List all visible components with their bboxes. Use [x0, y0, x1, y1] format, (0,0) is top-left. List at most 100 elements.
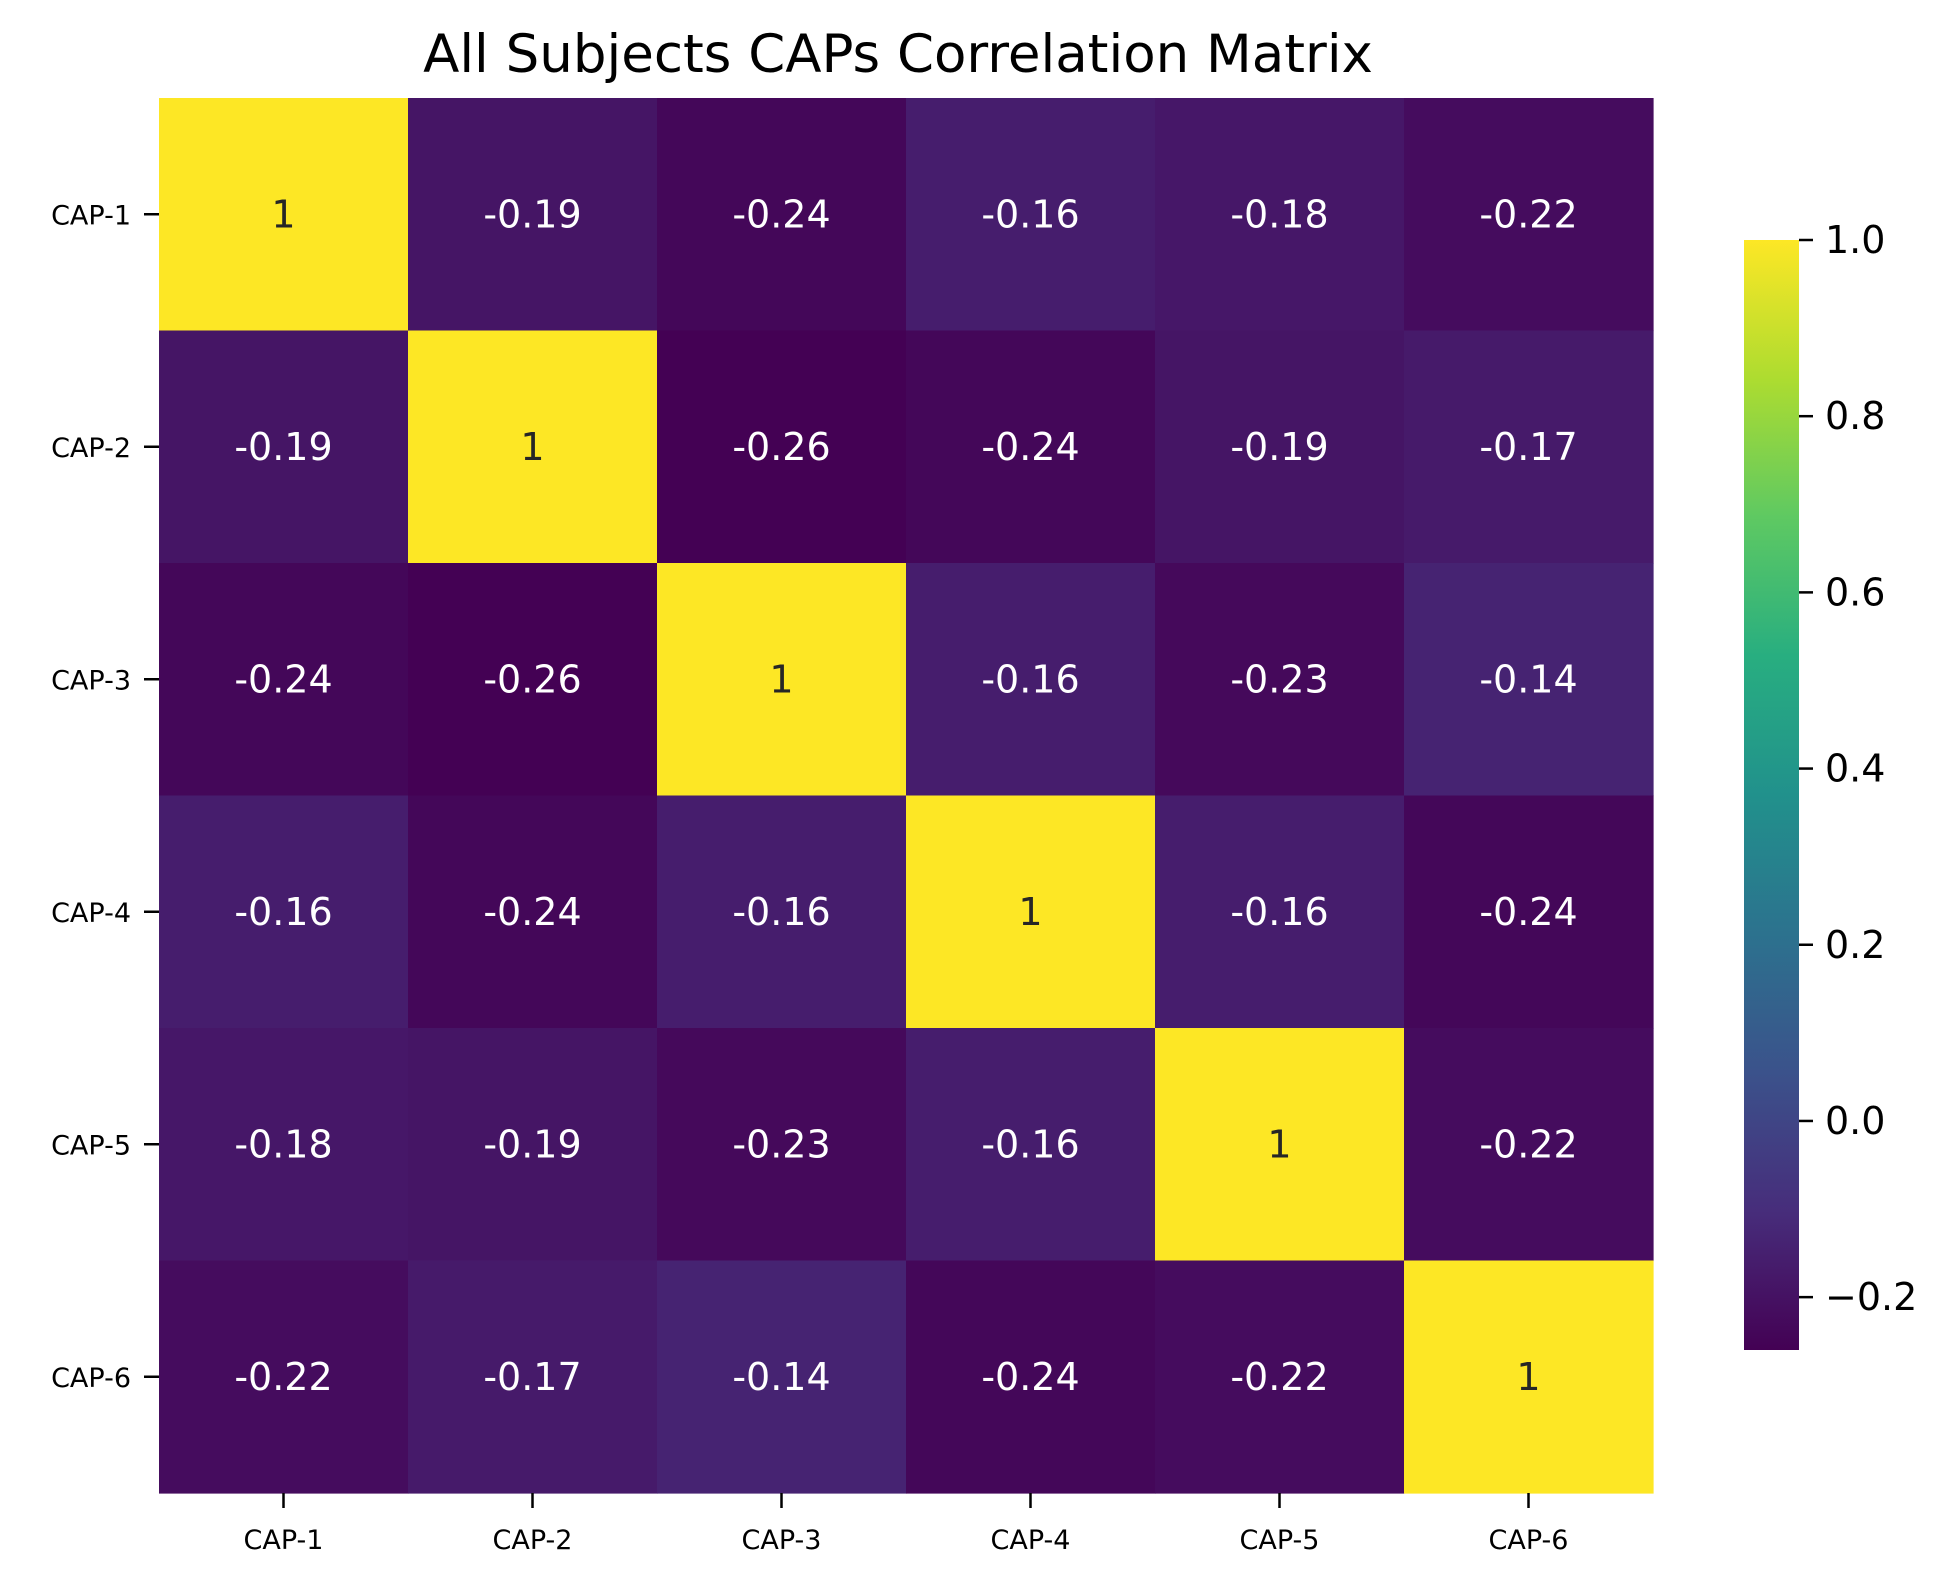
cell-annotation-r5-c3: -0.23 [732, 1122, 830, 1166]
cell-annotation-r1-c6: -0.22 [1479, 192, 1577, 236]
heatmap-cell-r1-c2 [408, 98, 658, 332]
heatmap-cell-r5-c1 [159, 1028, 409, 1262]
heatmap-cell-r2-c5 [1155, 330, 1405, 564]
x-tick-label-1: CAP-1 [244, 1525, 324, 1556]
cell-annotation-r2-c5: -0.19 [1230, 425, 1328, 469]
heatmap-cell-r3-c2 [408, 563, 658, 797]
cell-annotation-r3-c4: -0.16 [981, 657, 1079, 701]
x-tick-label-4: CAP-4 [991, 1525, 1071, 1556]
cell-annotation-r5-c1: -0.18 [234, 1122, 332, 1166]
heatmap-cell-r6-c1 [159, 1260, 409, 1494]
cell-annotation-r1-c4: -0.16 [981, 192, 1079, 236]
cell-annotation-r4-c5: -0.16 [1230, 890, 1328, 934]
heatmap-cell-r6-c2 [408, 1260, 658, 1494]
cell-annotation-r3-c6: -0.14 [1479, 657, 1577, 701]
cell-annotation-r6-c6: 1 [1516, 1355, 1540, 1399]
heatmap-cell-r5-c3 [657, 1028, 907, 1262]
cell-annotation-r1-c1: 1 [271, 192, 295, 236]
x-axis: CAP-1 CAP-2 CAP-3 CAP-4 CAP-5 CAP-6 [244, 1493, 1569, 1556]
heatmap-cell-r6-c4 [906, 1260, 1156, 1494]
heatmap-cell-r2-c2 [408, 330, 658, 564]
x-tick-label-3: CAP-3 [742, 1525, 822, 1556]
heatmap-cell-r4-c2 [408, 795, 658, 1029]
heatmap-cell-r1-c1 [159, 98, 409, 332]
cell-annotation-r2-c1: -0.19 [234, 425, 332, 469]
y-tick-label-1: CAP-1 [51, 200, 131, 231]
cell-annotation-r4-c2: -0.24 [483, 890, 581, 934]
cell-annotation-r4-c1: -0.16 [234, 890, 332, 934]
colorbar-gradient [1744, 240, 1799, 1350]
cell-annotation-r3-c3: 1 [769, 657, 793, 701]
cell-annotation-r3-c5: -0.23 [1230, 657, 1328, 701]
cell-annotation-r6-c1: -0.22 [234, 1355, 332, 1399]
chart-title: All Subjects CAPs Correlation Matrix [423, 24, 1373, 85]
cell-annotation-r1-c3: -0.24 [732, 192, 830, 236]
heatmap-cell-r1-c4 [906, 98, 1156, 332]
colorbar-tick-label-7: −0.2 [1825, 1275, 1917, 1319]
cell-annotation-r2-c2: 1 [520, 425, 544, 469]
colorbar-tick-label-1: 1.0 [1825, 218, 1885, 262]
x-tick-label-5: CAP-5 [1240, 1525, 1320, 1556]
y-axis: CAP-1 CAP-2 CAP-3 CAP-4 CAP-5 CAP-6 [51, 200, 159, 1394]
y-tick-label-6: CAP-6 [51, 1363, 131, 1394]
heatmap-cell-r3-c6 [1404, 563, 1654, 797]
heatmap-cells [159, 98, 1654, 1494]
heatmap-cell-r5-c6 [1404, 1028, 1654, 1262]
heatmap-cell-r3-c4 [906, 563, 1156, 797]
cell-annotation-r4-c4: 1 [1018, 890, 1042, 934]
heatmap-cell-r4-c1 [159, 795, 409, 1029]
colorbar-tick-label-6: 0.0 [1825, 1099, 1885, 1143]
colorbar-tick-label-2: 0.8 [1825, 394, 1885, 438]
cell-annotation-r3-c1: -0.24 [234, 657, 332, 701]
cell-annotation-r6-c4: -0.24 [981, 1355, 1079, 1399]
cell-annotations: 1 -0.19 -0.24 -0.16 -0.18 -0.22 -0.19 1 -0.26 -0.… [234, 192, 1577, 1399]
cell-annotation-r5-c2: -0.19 [483, 1122, 581, 1166]
heatmap-cell-r2-c3 [657, 330, 907, 564]
cell-annotation-r2-c6: -0.17 [1479, 425, 1577, 469]
x-tick-label-6: CAP-6 [1489, 1525, 1569, 1556]
y-tick-label-2: CAP-2 [51, 433, 131, 464]
y-tick-label-3: CAP-3 [51, 665, 131, 696]
cell-annotation-r5-c6: -0.22 [1479, 1122, 1577, 1166]
heatmap-cell-r3-c3 [657, 563, 907, 797]
cell-annotation-r4-c3: -0.16 [732, 890, 830, 934]
cell-annotation-r1-c5: -0.18 [1230, 192, 1328, 236]
heatmap-cell-r3-c5 [1155, 563, 1405, 797]
cell-annotation-r4-c6: -0.24 [1479, 890, 1577, 934]
cell-annotation-r6-c3: -0.14 [732, 1355, 830, 1399]
heatmap-cell-r5-c2 [408, 1028, 658, 1262]
heatmap-cell-r3-c1 [159, 563, 409, 797]
heatmap-cell-r1-c5 [1155, 98, 1405, 332]
colorbar-tick-label-5: 0.2 [1825, 923, 1885, 967]
heatmap-cell-r5-c5 [1155, 1028, 1405, 1262]
cell-annotation-r5-c4: -0.16 [981, 1122, 1079, 1166]
colorbar: 1.0 0.8 0.6 0.4 0.2 0.0 −0.2 [1744, 218, 1917, 1350]
heatmap-cell-r4-c5 [1155, 795, 1405, 1029]
heatmap-cell-r6-c6 [1404, 1260, 1654, 1494]
heatmap-cell-r2-c4 [906, 330, 1156, 564]
heatmap-cell-r6-c5 [1155, 1260, 1405, 1494]
cell-annotation-r6-c5: -0.22 [1230, 1355, 1328, 1399]
cell-annotation-r2-c3: -0.26 [732, 425, 830, 469]
colorbar-tick-label-3: 0.6 [1825, 570, 1885, 614]
heatmap-cell-r2-c6 [1404, 330, 1654, 564]
y-tick-label-5: CAP-5 [51, 1130, 131, 1161]
cell-annotation-r2-c4: -0.24 [981, 425, 1079, 469]
cell-annotation-r5-c5: 1 [1267, 1122, 1291, 1166]
y-tick-label-4: CAP-4 [51, 898, 131, 929]
cell-annotation-r3-c2: -0.26 [483, 657, 581, 701]
cell-annotation-r6-c2: -0.17 [483, 1355, 581, 1399]
heatmap-cell-r2-c1 [159, 330, 409, 564]
cell-annotation-r1-c2: -0.19 [483, 192, 581, 236]
heatmap-cell-r1-c6 [1404, 98, 1654, 332]
x-tick-label-2: CAP-2 [493, 1525, 573, 1556]
heatmap-cell-r1-c3 [657, 98, 907, 332]
heatmap-cell-r6-c3 [657, 1260, 907, 1494]
colorbar-tick-label-4: 0.4 [1825, 747, 1885, 791]
heatmap-cell-r5-c4 [906, 1028, 1156, 1262]
heatmap-cell-r4-c4 [906, 795, 1156, 1029]
heatmap-cell-r4-c3 [657, 795, 907, 1029]
heatmap-cell-r4-c6 [1404, 795, 1654, 1029]
